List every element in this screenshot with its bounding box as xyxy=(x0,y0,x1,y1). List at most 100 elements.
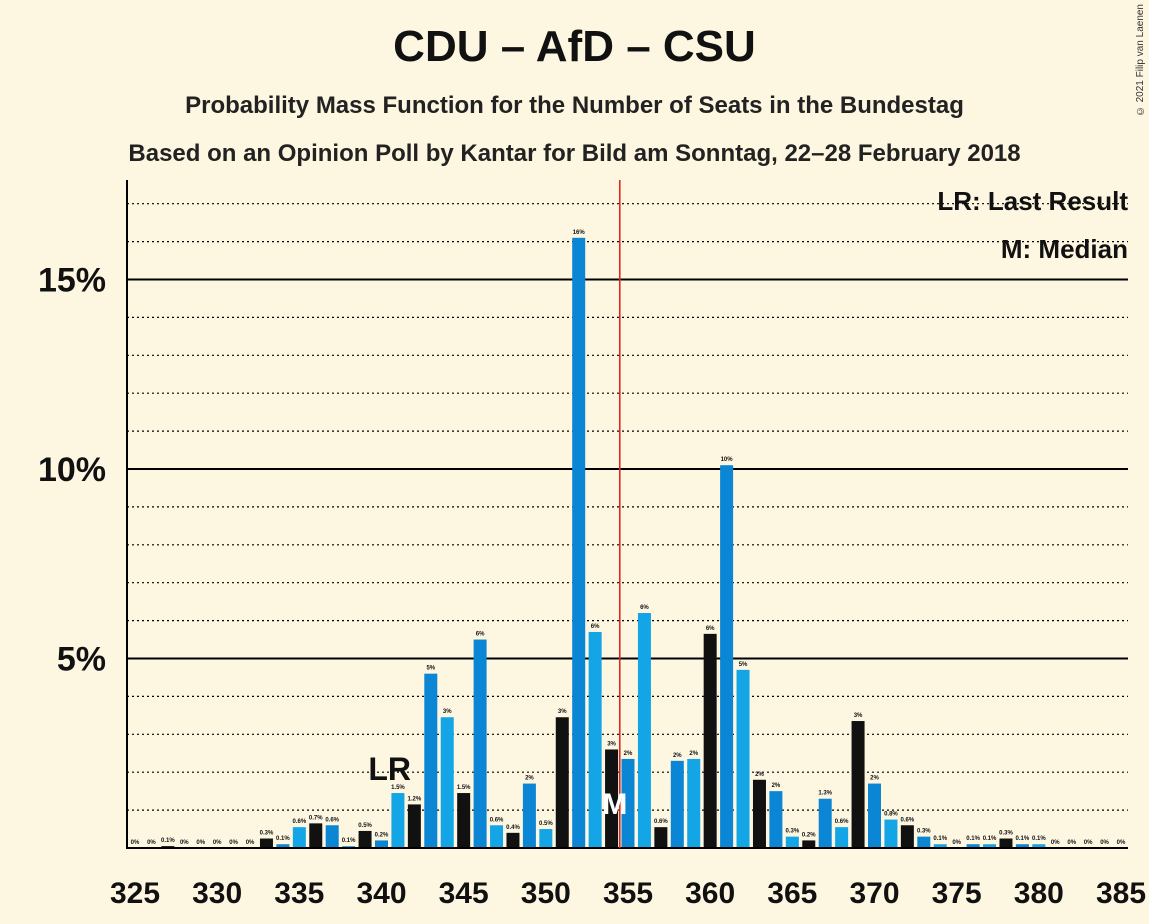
bar-label-367: 1.3% xyxy=(818,791,832,797)
bar-label-383: 0% xyxy=(1084,840,1093,846)
markers: M LR xyxy=(368,180,627,848)
x-tick-360: 360 xyxy=(685,877,735,910)
bar-label-331: 0% xyxy=(229,840,238,846)
bar-seat-341 xyxy=(391,793,405,848)
x-tick-340: 340 xyxy=(356,877,406,910)
bar-label-380: 0.1% xyxy=(1032,836,1046,842)
y-tick-10: 10% xyxy=(38,451,106,489)
bar-seat-340 xyxy=(375,840,388,848)
bar-label-344: 3% xyxy=(443,709,452,715)
bar-label-348: 0.4% xyxy=(506,825,520,831)
bar-label-381: 0% xyxy=(1051,840,1060,846)
bar-label-368: 0.6% xyxy=(835,819,849,825)
bar-seat-351 xyxy=(555,717,569,848)
bar-seat-373 xyxy=(917,836,931,848)
bar-seat-372 xyxy=(900,825,914,848)
bar-seat-356 xyxy=(637,613,651,848)
bar-seat-365 xyxy=(785,836,799,848)
bar-seat-339 xyxy=(358,830,372,848)
bar-seat-374 xyxy=(933,844,947,848)
bar-label-358: 2% xyxy=(673,753,682,759)
bar-label-370: 2% xyxy=(870,776,879,782)
x-tick-375: 375 xyxy=(932,877,982,910)
legend-median: M: Median xyxy=(1000,234,1128,264)
bar-value-labels: 0% 0% 0.1% 0% 0% 0% 0% 0%0.3%0.1%0.6%0.7% 0.6%0.… xyxy=(131,230,1126,846)
bar-seat-347 xyxy=(490,825,504,848)
bar-label-334: 0.1% xyxy=(276,836,290,842)
bar-seat-342 xyxy=(407,804,421,848)
bar-label-352: 16% xyxy=(573,230,586,236)
bar-seat-357 xyxy=(654,827,668,848)
bar-label-327: 0.1% xyxy=(161,838,175,844)
bar-seat-355 xyxy=(621,758,635,848)
bar-label-369: 3% xyxy=(854,713,863,719)
bar-seat-348 xyxy=(506,832,520,848)
bar-seat-335 xyxy=(292,827,306,848)
bar-label-343: 5% xyxy=(426,666,435,672)
bar-label-351: 3% xyxy=(558,709,567,715)
bar-seat-363 xyxy=(752,779,766,848)
bar-label-333: 0.3% xyxy=(260,831,274,837)
bar-label-330: 0% xyxy=(213,840,222,846)
x-tick-325: 325 xyxy=(110,877,160,910)
bar-label-329: 0% xyxy=(196,840,205,846)
x-tick-335: 335 xyxy=(274,877,324,910)
bar-seat-336 xyxy=(309,823,323,848)
bar-label-328: 0% xyxy=(180,840,189,846)
x-tick-365: 365 xyxy=(767,877,817,910)
bar-label-366: 0.2% xyxy=(802,832,816,838)
bar-seat-370 xyxy=(868,783,881,848)
bar-label-336: 0.7% xyxy=(309,815,323,821)
chart-subtitle: Probability Mass Function for the Number… xyxy=(185,92,964,119)
bar-label-325: 0% xyxy=(131,840,140,846)
legend-last-result: LR: Last Result xyxy=(937,186,1128,216)
x-tick-330: 330 xyxy=(192,877,242,910)
bar-seat-352 xyxy=(572,237,586,848)
bar-label-337: 0.6% xyxy=(325,817,339,823)
bar-label-382: 0% xyxy=(1067,840,1076,846)
bar-seat-344 xyxy=(440,717,454,848)
y-tick-15: 15% xyxy=(38,262,106,300)
x-tick-355: 355 xyxy=(603,877,653,910)
bar-seat-371 xyxy=(884,819,898,848)
bar-seat-378 xyxy=(999,838,1013,848)
bar-label-385: 0% xyxy=(1117,840,1126,846)
bar-seat-359 xyxy=(687,758,701,848)
bar-seat-350 xyxy=(539,829,553,848)
bar-label-355: 2% xyxy=(624,751,633,757)
bar-seat-358 xyxy=(670,760,684,848)
x-tick-350: 350 xyxy=(521,877,571,910)
bar-label-377: 0.1% xyxy=(983,836,997,842)
bar-label-356: 6% xyxy=(640,605,649,611)
bar-label-371: 0.8% xyxy=(884,812,898,818)
bar-label-374: 0.1% xyxy=(933,836,947,842)
bar-seat-353 xyxy=(588,631,602,848)
bar-label-335: 0.6% xyxy=(292,819,306,825)
bar-seat-364 xyxy=(769,791,783,848)
bar-seat-368 xyxy=(835,827,849,848)
bar-label-347: 0.6% xyxy=(490,817,504,823)
bar-seat-376 xyxy=(966,844,980,848)
bar-label-363: 2% xyxy=(755,772,764,778)
bar-label-354: 3% xyxy=(607,741,616,747)
bar-label-341: 1.5% xyxy=(391,785,405,791)
bar-label-332: 0% xyxy=(246,840,255,846)
chart-subtitle-2: Based on an Opinion Poll by Kantar for B… xyxy=(128,140,1021,167)
x-tick-380: 380 xyxy=(1014,877,1064,910)
bar-seat-354 xyxy=(605,749,619,848)
bar-label-350: 0.5% xyxy=(539,821,553,827)
bar-label-384: 0% xyxy=(1100,840,1109,846)
bar-seat-369 xyxy=(851,721,865,848)
last-result-marker: LR xyxy=(368,751,411,787)
bar-seat-362 xyxy=(736,669,750,848)
bar-label-372: 0.6% xyxy=(901,817,915,823)
bar-label-378: 0.3% xyxy=(999,831,1013,837)
bar-label-376: 0.1% xyxy=(966,836,980,842)
bar-label-338: 0.1% xyxy=(342,838,356,844)
bar-label-346: 6% xyxy=(476,632,485,638)
bar-label-364: 2% xyxy=(772,783,781,789)
chart-title: CDU – AfD – CSU xyxy=(393,22,756,71)
bar-label-345: 1.5% xyxy=(457,785,471,791)
bar-label-339: 0.5% xyxy=(358,823,372,829)
